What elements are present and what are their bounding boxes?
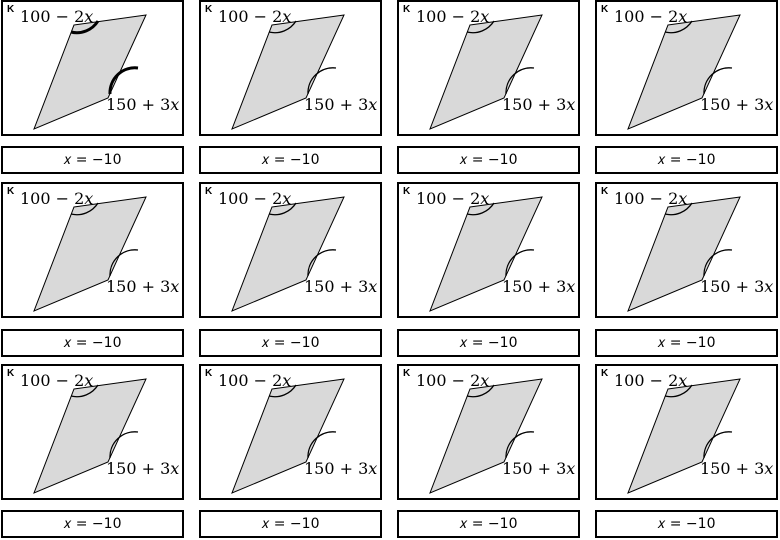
answer-strip: 𝑥 = −10 <box>397 329 580 357</box>
parallelogram-diagram <box>231 14 345 130</box>
angle-label-top: 100 − 2𝑥 <box>20 189 94 208</box>
puzzle-card: K 100 − 2𝑥 150 + 3𝑥 <box>397 0 580 136</box>
angle-label-top: 100 − 2𝑥 <box>218 189 292 208</box>
angle-label-bottom: 150 + 3𝑥 <box>106 95 180 114</box>
answer-strip: 𝑥 = −10 <box>199 329 382 357</box>
puzzle-card: K 100 − 2𝑥 150 + 3𝑥 <box>397 364 580 500</box>
angle-label-top: 100 − 2𝑥 <box>416 371 490 390</box>
card-letter: K <box>205 4 213 15</box>
parallelogram-diagram <box>627 378 741 494</box>
puzzle-card: K 100 − 2𝑥 150 + 3𝑥 <box>397 182 580 318</box>
angle-label-bottom: 150 + 3𝑥 <box>700 459 774 478</box>
answer-strip: 𝑥 = −10 <box>595 329 778 357</box>
parallelogram-diagram <box>429 14 543 130</box>
parallelogram-diagram <box>429 196 543 312</box>
angle-label-bottom: 150 + 3𝑥 <box>106 277 180 296</box>
puzzle-card: K 100 − 2𝑥 150 + 3𝑥 <box>595 364 778 500</box>
angle-label-top: 100 − 2𝑥 <box>614 189 688 208</box>
answer-strip: 𝑥 = −10 <box>397 510 580 538</box>
card-letter: K <box>7 186 15 197</box>
card-letter: K <box>403 4 411 15</box>
card-letter: K <box>403 186 411 197</box>
puzzle-card: K 100 − 2𝑥 150 + 3𝑥 <box>199 182 382 318</box>
answer-strip: 𝑥 = −10 <box>199 510 382 538</box>
parallelogram-diagram <box>33 14 147 130</box>
angle-label-top: 100 − 2𝑥 <box>218 371 292 390</box>
angle-label-bottom: 150 + 3𝑥 <box>106 459 180 478</box>
card-letter: K <box>601 4 609 15</box>
angle-label-bottom: 150 + 3𝑥 <box>700 277 774 296</box>
answer-strip: 𝑥 = −10 <box>595 510 778 538</box>
angle-label-top: 100 − 2𝑥 <box>614 371 688 390</box>
angle-label-bottom: 150 + 3𝑥 <box>304 277 378 296</box>
card-letter: K <box>205 186 213 197</box>
parallelogram-diagram <box>627 14 741 130</box>
angle-label-bottom: 150 + 3𝑥 <box>700 95 774 114</box>
parallelogram-diagram <box>33 196 147 312</box>
card-letter: K <box>403 368 411 379</box>
card-letter: K <box>601 368 609 379</box>
answer-strip: 𝑥 = −10 <box>397 146 580 174</box>
parallelogram-diagram <box>33 378 147 494</box>
card-letter: K <box>601 186 609 197</box>
answer-strip: 𝑥 = −10 <box>199 146 382 174</box>
card-letter: K <box>205 368 213 379</box>
angle-label-top: 100 − 2𝑥 <box>218 7 292 26</box>
puzzle-card: K 100 − 2𝑥 150 + 3𝑥 <box>1 0 184 136</box>
puzzle-card: K 100 − 2𝑥 150 + 3𝑥 <box>1 182 184 318</box>
angle-label-top: 100 − 2𝑥 <box>416 7 490 26</box>
parallelogram-diagram <box>231 378 345 494</box>
card-letter: K <box>7 4 15 15</box>
puzzle-card: K 100 − 2𝑥 150 + 3𝑥 <box>595 182 778 318</box>
angle-label-top: 100 − 2𝑥 <box>416 189 490 208</box>
angle-label-top: 100 − 2𝑥 <box>20 7 94 26</box>
answer-strip: 𝑥 = −10 <box>1 329 184 357</box>
puzzle-card: K 100 − 2𝑥 150 + 3𝑥 <box>199 364 382 500</box>
puzzle-card: K 100 − 2𝑥 150 + 3𝑥 <box>595 0 778 136</box>
answer-strip: 𝑥 = −10 <box>595 146 778 174</box>
puzzle-card: K 100 − 2𝑥 150 + 3𝑥 <box>1 364 184 500</box>
puzzle-card: K 100 − 2𝑥 150 + 3𝑥 <box>199 0 382 136</box>
angle-label-top: 100 − 2𝑥 <box>614 7 688 26</box>
answer-strip: 𝑥 = −10 <box>1 510 184 538</box>
parallelogram-diagram <box>429 378 543 494</box>
angle-label-bottom: 150 + 3𝑥 <box>502 459 576 478</box>
angle-label-bottom: 150 + 3𝑥 <box>304 95 378 114</box>
answer-strip: 𝑥 = −10 <box>1 146 184 174</box>
angle-label-bottom: 150 + 3𝑥 <box>502 277 576 296</box>
parallelogram-diagram <box>231 196 345 312</box>
card-letter: K <box>7 368 15 379</box>
angle-label-top: 100 − 2𝑥 <box>20 371 94 390</box>
parallelogram-diagram <box>627 196 741 312</box>
angle-label-bottom: 150 + 3𝑥 <box>304 459 378 478</box>
angle-label-bottom: 150 + 3𝑥 <box>502 95 576 114</box>
